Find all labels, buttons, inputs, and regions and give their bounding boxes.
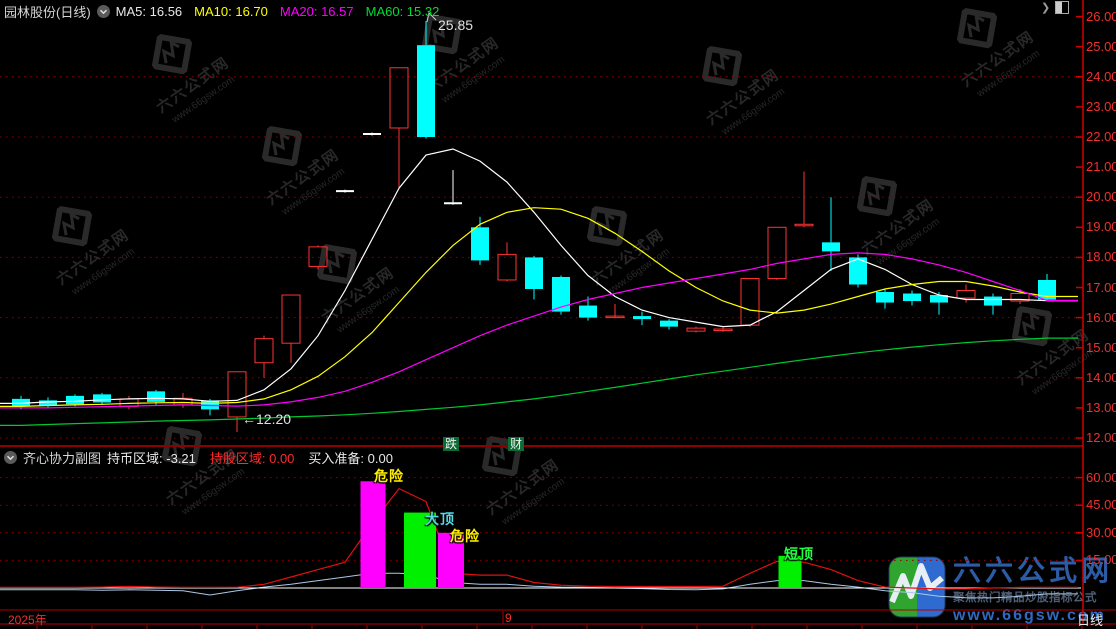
candle-body-down xyxy=(903,293,921,302)
indicator-bar xyxy=(404,512,436,588)
watermark-diamond-icon xyxy=(955,7,998,50)
watermark-tile: 六六公式网 www.66gsw.com xyxy=(134,403,252,521)
candle-body-up xyxy=(1010,293,1030,302)
watermark-tile: 六六公式网 www.66gsw.com xyxy=(559,183,677,301)
signal-line xyxy=(0,487,1078,590)
candle-body-up xyxy=(956,290,976,299)
watermark-tagline: 聚焦热门精品炒股指标公式 xyxy=(952,592,1097,604)
candle-body-up xyxy=(767,226,787,279)
candle-body-up xyxy=(740,277,760,326)
indicator-bar xyxy=(360,481,386,588)
candle-body-down xyxy=(525,257,543,290)
indicator-field-label: 持币区域: -3.21 xyxy=(107,451,196,466)
x-axis-month-label: 9 xyxy=(505,611,512,625)
annotation-leader xyxy=(426,12,437,23)
candle-body-down xyxy=(201,400,219,410)
watermark-tile: 六六公式网 www.66gsw.com xyxy=(24,183,142,301)
candle-body-down xyxy=(849,257,867,285)
watermark-diamond-icon xyxy=(1010,305,1053,348)
watermark-diamond-icon xyxy=(50,205,93,248)
candle-body-up xyxy=(281,294,301,344)
sub-indicator-title: 齐心协力副图 xyxy=(23,451,102,466)
watermark-url: www.66gsw.com xyxy=(952,607,1106,624)
candle-body-down xyxy=(12,398,30,407)
sub-collapse-chevron-icon[interactable] xyxy=(4,451,17,464)
period-label: 日线 xyxy=(1077,613,1104,628)
ma-line-MA20 xyxy=(0,252,1078,409)
candle-body-up xyxy=(254,338,274,364)
candle-body-down xyxy=(147,391,165,402)
indicator-bar xyxy=(438,532,464,588)
watermark-tile: 六六公式网 www.66gsw.com xyxy=(674,23,792,141)
ma-line-MA60 xyxy=(0,337,1078,426)
watermark-tile: 六六公式网 www.66gsw.com xyxy=(124,11,242,129)
candle-body-down xyxy=(552,276,570,312)
watermark-tile: 六六公式网 www.66gsw.com xyxy=(234,103,352,221)
candle-body-down xyxy=(93,394,111,403)
expand-chevron-icon[interactable]: ❯ xyxy=(1041,1,1051,14)
ma-label: MA5: 16.56 xyxy=(115,4,183,19)
candle-body-down xyxy=(633,316,651,320)
indicator-bar xyxy=(778,555,802,588)
collapse-chevron-icon[interactable] xyxy=(96,5,110,18)
ma-label: MA20: 16.57 xyxy=(279,4,354,19)
watermark-tile: 六六公式网 www.66gsw.com xyxy=(829,153,947,271)
candle-body-up xyxy=(227,371,247,418)
holding-line xyxy=(0,572,1078,599)
sub-chart-header: 齐心协力副图 持币区域: -3.21 持股区域: 0.00 买入准备: 0.00 xyxy=(4,448,407,467)
indicator-field-label: 持股区域: 0.00 xyxy=(209,451,295,466)
candle-body-down xyxy=(984,296,1002,306)
candle-body-up xyxy=(713,328,733,332)
candle-body-down xyxy=(660,320,678,327)
watermark-diamond-icon xyxy=(855,175,898,218)
pane-layout-icon[interactable] xyxy=(1055,1,1070,14)
candle-body-down xyxy=(39,400,57,406)
ma-label: MA60: 15.32 xyxy=(365,4,440,19)
watermark-diamond-icon xyxy=(160,425,203,468)
watermark-diamond-icon xyxy=(585,205,628,248)
date-axis[interactable]: 2025年 9 日线 xyxy=(0,610,1116,628)
watermark-diamond-icon xyxy=(150,33,193,76)
candle-body-down xyxy=(417,45,435,137)
watermark-tile: 六六公式网 www.66gsw.com xyxy=(984,283,1102,401)
stock-title: 园林股份(日线) xyxy=(4,5,91,20)
candle-body-up xyxy=(497,253,517,281)
watermark-diamond-icon xyxy=(700,45,743,88)
x-axis-year-label: 2025年 xyxy=(8,613,47,627)
watermark-diamond-icon xyxy=(260,125,303,168)
candle-body-down xyxy=(1038,279,1056,300)
ma-label: MA10: 16.70 xyxy=(194,4,268,19)
candle-body-down xyxy=(66,395,84,405)
sub-indicator-values: 持币区域: -3.21 持股区域: 0.00 买入准备: 0.00 xyxy=(107,448,407,467)
candle-body-up xyxy=(119,398,139,407)
indicator-field-label: 买入准备: 0.00 xyxy=(308,451,393,466)
candle-body-up xyxy=(605,315,625,319)
candle-body-up xyxy=(794,223,814,227)
candle-body-down xyxy=(876,292,894,303)
candle-body-up xyxy=(308,246,328,267)
candle-body-down xyxy=(579,305,597,318)
ma-line-MA5 xyxy=(0,148,1078,404)
pane-controls: ❯ xyxy=(1041,1,1070,14)
main-chart-header: 园林股份(日线) MA5: 16.56 MA10: 16.70 MA20: 16.5… xyxy=(4,2,451,21)
ma-line-MA10 xyxy=(0,207,1078,407)
watermark-tile: 六六公式网 www.66gsw.com xyxy=(929,0,1047,103)
candle-body-down xyxy=(471,227,489,261)
candle-body-down xyxy=(930,295,948,303)
candle-body-down xyxy=(822,242,840,252)
ma-value-labels: MA5: 16.56 MA10: 16.70 MA20: 16.57 MA60: 15… xyxy=(116,4,452,19)
candle-body-up xyxy=(389,67,409,129)
candle-body-up xyxy=(686,327,706,332)
